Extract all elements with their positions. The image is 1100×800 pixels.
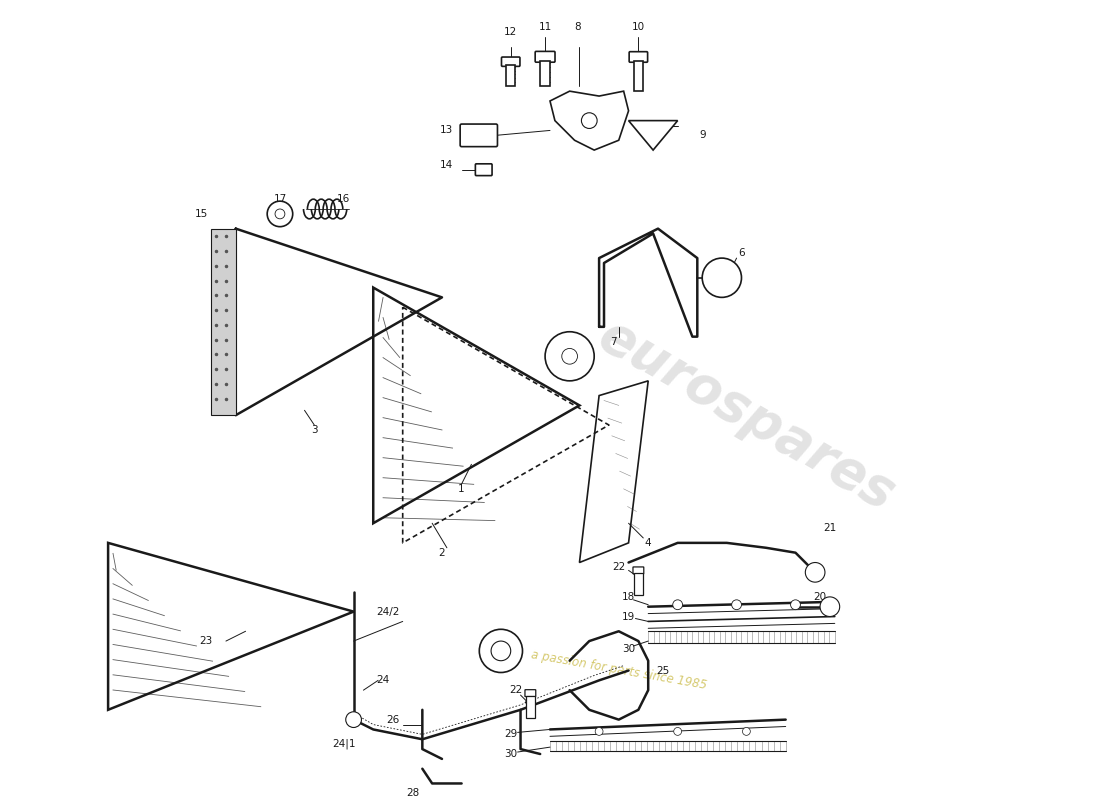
Text: 22: 22: [509, 685, 522, 695]
Circle shape: [820, 597, 839, 617]
Circle shape: [480, 630, 522, 673]
Circle shape: [491, 641, 510, 661]
Text: 15: 15: [195, 209, 208, 219]
Text: 30: 30: [504, 749, 517, 759]
Circle shape: [275, 209, 285, 219]
Text: 24/2: 24/2: [376, 606, 399, 617]
Text: 8: 8: [574, 22, 581, 32]
Text: 16: 16: [338, 194, 351, 204]
Text: 26: 26: [386, 714, 399, 725]
Polygon shape: [580, 381, 648, 562]
Text: 24: 24: [376, 675, 389, 686]
Circle shape: [595, 727, 603, 735]
Text: 7: 7: [610, 337, 617, 346]
Text: 27: 27: [524, 695, 537, 705]
FancyBboxPatch shape: [629, 52, 648, 62]
FancyBboxPatch shape: [540, 62, 550, 86]
Circle shape: [582, 113, 597, 129]
FancyBboxPatch shape: [506, 66, 516, 86]
Circle shape: [742, 727, 750, 735]
Circle shape: [791, 600, 801, 610]
Text: 21: 21: [823, 523, 836, 533]
FancyBboxPatch shape: [502, 57, 520, 66]
Circle shape: [805, 562, 825, 582]
FancyBboxPatch shape: [475, 164, 492, 176]
Text: 29: 29: [504, 730, 517, 739]
Circle shape: [732, 600, 741, 610]
Circle shape: [673, 600, 683, 610]
FancyBboxPatch shape: [634, 574, 642, 595]
FancyBboxPatch shape: [632, 567, 644, 574]
Text: 14: 14: [440, 160, 453, 170]
Text: 4: 4: [645, 538, 651, 548]
FancyBboxPatch shape: [526, 696, 535, 718]
Text: eurospares: eurospares: [588, 310, 904, 521]
Circle shape: [562, 349, 578, 364]
Text: 30: 30: [621, 644, 635, 654]
Text: 13: 13: [440, 126, 453, 135]
Circle shape: [345, 712, 362, 727]
Polygon shape: [211, 229, 235, 415]
Circle shape: [546, 332, 594, 381]
Text: 23: 23: [200, 636, 213, 646]
Text: 11: 11: [539, 22, 552, 32]
Text: 25: 25: [657, 666, 670, 675]
Polygon shape: [628, 121, 678, 150]
Text: 3: 3: [311, 425, 318, 435]
Polygon shape: [550, 91, 628, 150]
Text: 20: 20: [814, 592, 826, 602]
FancyBboxPatch shape: [460, 124, 497, 146]
FancyBboxPatch shape: [536, 51, 556, 62]
Polygon shape: [373, 287, 580, 523]
Text: 10: 10: [631, 22, 645, 32]
Text: 2: 2: [439, 548, 446, 558]
Text: 24|1: 24|1: [332, 739, 355, 750]
Polygon shape: [108, 543, 353, 710]
Circle shape: [267, 201, 293, 226]
Text: 18: 18: [621, 592, 635, 602]
Circle shape: [702, 258, 741, 298]
Text: 9: 9: [698, 130, 705, 140]
Text: 19: 19: [621, 611, 635, 622]
Text: 28: 28: [406, 788, 419, 798]
FancyBboxPatch shape: [525, 690, 536, 697]
Text: 12: 12: [504, 27, 517, 38]
Text: a passion for parts since 1985: a passion for parts since 1985: [530, 649, 707, 693]
Text: 6: 6: [738, 248, 745, 258]
Circle shape: [673, 727, 682, 735]
FancyBboxPatch shape: [635, 61, 642, 91]
Text: 17: 17: [273, 194, 287, 204]
Text: 22: 22: [612, 562, 626, 573]
Text: 1: 1: [459, 484, 465, 494]
